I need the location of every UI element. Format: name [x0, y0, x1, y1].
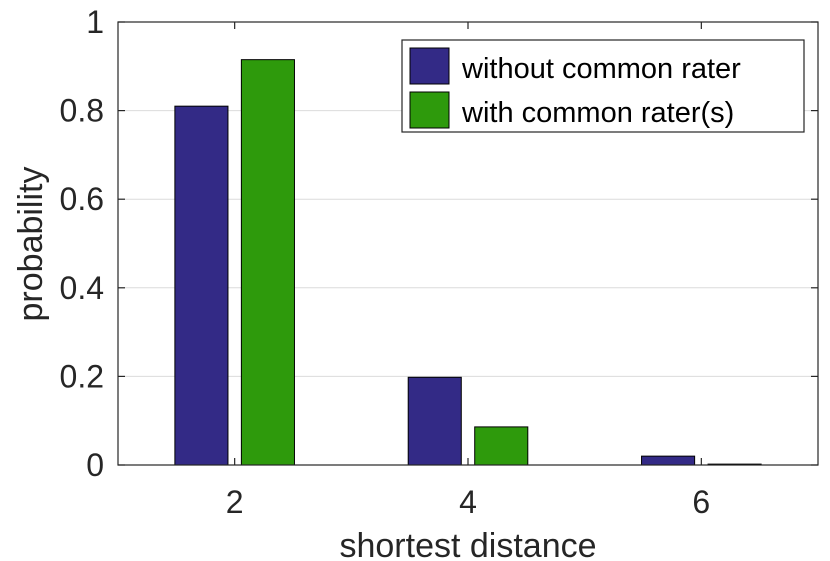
- x-tick-label: 2: [226, 484, 244, 520]
- y-tick-label: 1: [86, 4, 104, 40]
- bar-without-common-rater-6: [641, 455, 696, 466]
- legend-swatch-without-common-rater: [409, 47, 450, 85]
- y-tick-label: 0.6: [60, 181, 104, 217]
- bar-without-common-rater-4: [407, 376, 462, 466]
- bar-with-common-rater-4: [474, 426, 529, 466]
- x-tick-label: 4: [459, 484, 477, 520]
- legend-swatch-with-common-rater: [409, 91, 450, 129]
- y-tick-label: 0.4: [60, 270, 104, 306]
- x-axis-ticks: 2 4 6: [226, 22, 710, 520]
- y-axis-label: probability: [12, 167, 50, 322]
- legend-box: [401, 39, 805, 133]
- y-tick-label: 0.8: [60, 93, 104, 129]
- y-tick-label: 0: [86, 447, 104, 483]
- x-axis-label: shortest distance: [339, 527, 596, 561]
- legend-label-without-common-rater: without common rater: [461, 53, 741, 85]
- x-tick-label: 6: [692, 484, 710, 520]
- bar-without-common-rater-2: [174, 105, 229, 466]
- y-axis-ticks: 0 0.2 0.4 0.6 0.8 1: [60, 4, 818, 483]
- bar-with-common-rater-2: [240, 59, 295, 466]
- legend: without common rater with common rater(s…: [401, 39, 805, 133]
- legend-label-with-common-rater: with common rater(s): [461, 97, 734, 129]
- y-tick-label: 0.2: [60, 358, 104, 394]
